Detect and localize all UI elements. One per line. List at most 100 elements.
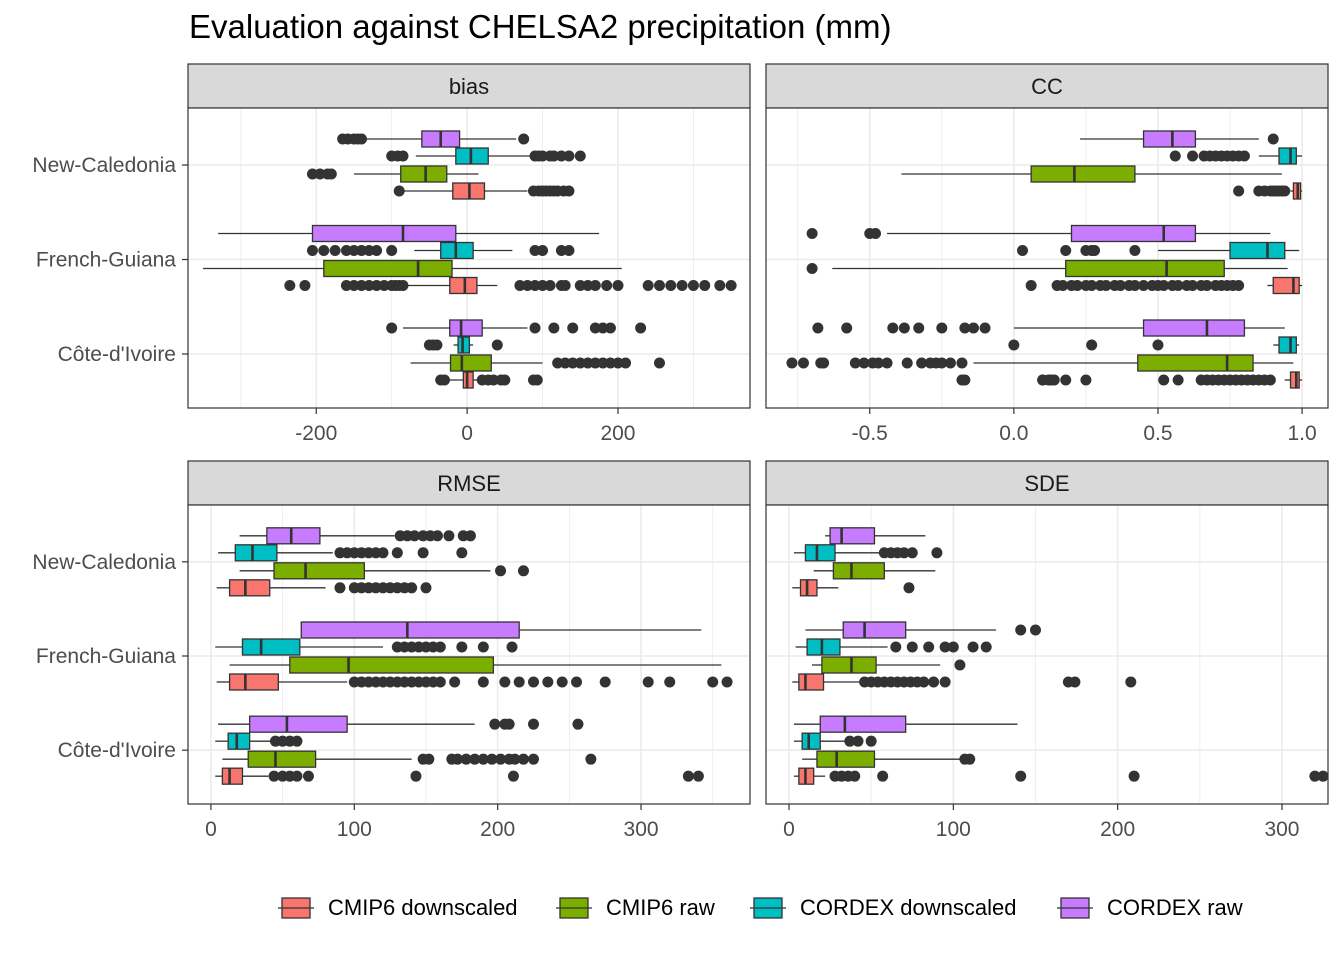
box-iqr xyxy=(1065,259,1225,278)
x-tick-label: 0 xyxy=(783,818,795,841)
outlier-point xyxy=(714,280,726,291)
outlier-point xyxy=(559,280,571,291)
outlier-point xyxy=(964,753,976,765)
outlier-point xyxy=(844,735,856,747)
outlier-point xyxy=(931,547,943,559)
outlier-point xyxy=(1069,676,1081,688)
strip-label-cc: CC xyxy=(1031,74,1063,99)
outlier-point xyxy=(604,322,616,334)
outlier-point xyxy=(431,530,443,542)
outlier-point xyxy=(477,753,489,765)
box-iqr xyxy=(228,673,279,691)
box-new-caledonia-cmip6-downscaled xyxy=(1233,182,1303,200)
panel-cc: CC -0.5 0.0 0.5 1.0 xyxy=(765,63,1329,445)
box-c-te-d-ivoire-cmip6-downscaled xyxy=(435,371,543,389)
outlier-point xyxy=(443,530,455,542)
outlier-point xyxy=(489,718,501,730)
outlier-point xyxy=(1201,280,1213,291)
outlier-point xyxy=(406,582,418,594)
outlier-point xyxy=(1158,374,1170,386)
outlier-point xyxy=(967,641,979,653)
outlier-point xyxy=(325,168,337,180)
box-iqr xyxy=(289,656,495,674)
box-french-guiana-cmip6-downscaled xyxy=(792,673,1137,691)
outlier-point xyxy=(299,280,311,291)
outlier-point xyxy=(378,280,390,291)
outlier-point xyxy=(514,280,526,291)
outlier-point xyxy=(420,582,432,594)
x-tick-label: 200 xyxy=(600,422,635,445)
box-new-caledonia-cmip6-downscaled xyxy=(393,182,575,200)
outlier-point xyxy=(572,718,584,730)
outlier-point xyxy=(1264,374,1276,386)
outlier-point xyxy=(1138,280,1150,291)
panel-border xyxy=(187,504,751,805)
box-iqr xyxy=(247,750,317,768)
box-c-te-d-ivoire-cordex-downscaled xyxy=(1008,336,1300,354)
outlier-point xyxy=(620,357,632,369)
outlier-point xyxy=(1060,245,1072,256)
outlier-point xyxy=(676,280,688,291)
faceted-boxplot-chart: bias New-Caledonia French-Guiana Côte-d'Ivo… xyxy=(32,63,1329,841)
outlier-point xyxy=(1008,339,1020,351)
outlier-point xyxy=(916,357,928,369)
box-new-caledonia-cordex-raw xyxy=(337,130,530,148)
outlier-point xyxy=(849,357,861,369)
box-c-te-d-ivoire-cmip6-raw xyxy=(410,354,665,372)
outlier-point xyxy=(956,357,968,369)
outlier-point xyxy=(517,565,529,577)
box-iqr xyxy=(300,621,520,639)
outlier-point xyxy=(877,770,889,782)
outlier-point xyxy=(495,565,507,577)
x-tick-label: 0 xyxy=(461,422,473,445)
outlier-point xyxy=(642,280,654,291)
outlier-point xyxy=(597,357,609,369)
box-french-guiana-cordex-downscaled xyxy=(1017,241,1300,260)
outlier-point xyxy=(1114,280,1126,291)
outlier-point xyxy=(589,322,601,334)
box-french-guiana-cordex-downscaled xyxy=(215,638,518,656)
outlier-point xyxy=(1128,770,1140,782)
box-new-caledonia-cmip6-raw xyxy=(901,165,1282,183)
outlier-point xyxy=(1048,374,1060,386)
legend-item-cmip6-downscaled: CMIP6 downscaled xyxy=(278,888,518,928)
outlier-point xyxy=(682,770,694,782)
x-tick-label: 0 xyxy=(205,818,217,841)
outlier-point xyxy=(589,357,601,369)
outlier-point xyxy=(542,676,554,688)
outlier-point xyxy=(555,150,567,162)
x-tick-label: 0.5 xyxy=(1143,422,1172,445)
outlier-point xyxy=(393,185,405,197)
outlier-point xyxy=(589,280,601,291)
outlier-point xyxy=(363,245,375,256)
box-french-guiana-cordex-raw xyxy=(300,621,702,639)
outlier-point xyxy=(1238,150,1250,162)
outlier-point xyxy=(928,676,940,688)
legend-item-cmip6-raw: CMIP6 raw xyxy=(556,888,715,928)
outlier-point xyxy=(291,735,303,747)
outlier-point xyxy=(284,280,296,291)
outlier-point xyxy=(1029,624,1041,636)
x-tick-label: 200 xyxy=(1100,818,1135,841)
outlier-point xyxy=(559,357,571,369)
box-new-caledonia-cordex-downscaled xyxy=(218,544,468,562)
y-tick-label-new-caledonia: New-Caledonia xyxy=(32,551,176,574)
outlier-point xyxy=(707,676,719,688)
box-new-caledonia-cmip6-raw xyxy=(239,562,529,580)
box-iqr xyxy=(842,621,907,639)
outlier-point xyxy=(980,641,992,653)
outlier-point xyxy=(434,676,446,688)
outlier-point xyxy=(1129,245,1141,256)
box-iqr xyxy=(1142,319,1246,337)
box-iqr xyxy=(266,527,321,545)
box-french-guiana-cmip6-raw xyxy=(812,656,966,674)
outlier-point xyxy=(1086,339,1098,351)
outlier-point xyxy=(936,357,948,369)
outlier-point xyxy=(348,245,360,256)
box-new-caledonia-cordex-raw xyxy=(825,527,926,545)
panel-border xyxy=(765,107,1329,409)
box-c-te-d-ivoire-cmip6-raw xyxy=(222,750,597,768)
outlier-point xyxy=(881,357,893,369)
outlier-point xyxy=(574,150,586,162)
outlier-point xyxy=(291,770,303,782)
